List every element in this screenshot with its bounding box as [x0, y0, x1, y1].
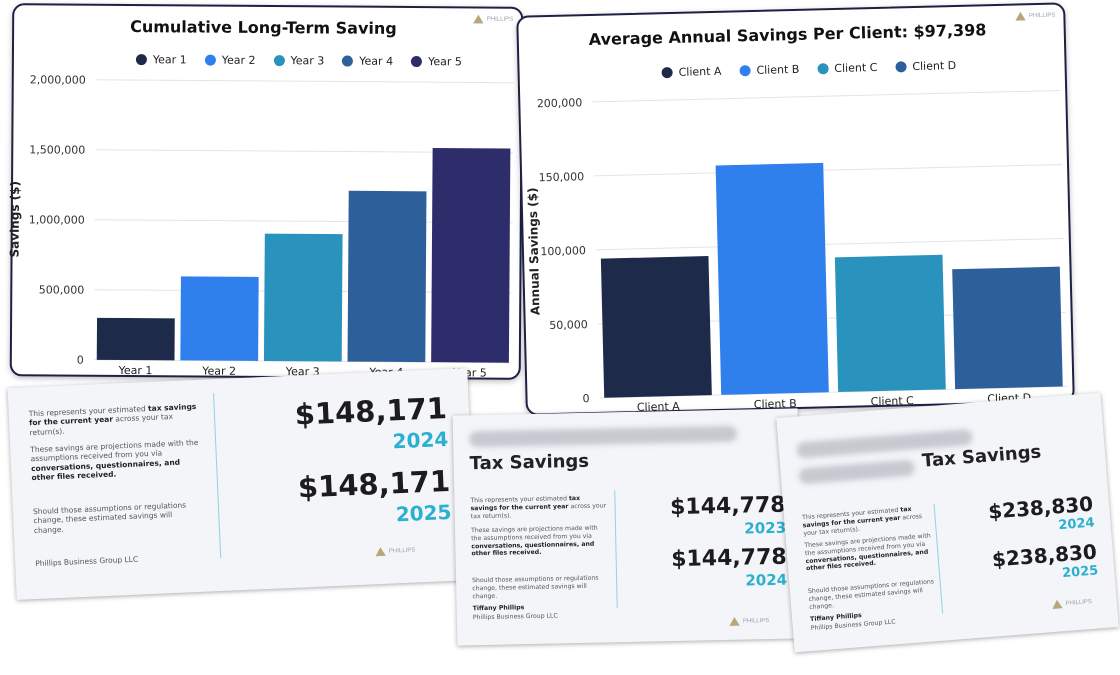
phillips-logo-icon: ⛰	[728, 613, 741, 629]
x-tick-label: Year 2	[201, 365, 236, 378]
report-intro-text: This represents your estimated tax savin…	[28, 401, 197, 437]
savings-amount-primary: $148,171	[294, 391, 448, 432]
x-tick-label: Year 1	[118, 364, 153, 377]
y-axis-label: Savings ($)	[8, 181, 23, 258]
tax-savings-report-card: Tax Savings This represents your estimat…	[452, 408, 803, 646]
report-intro-text: This represents your estimated tax savin…	[470, 494, 607, 520]
savings-year-primary: 2023	[744, 518, 787, 538]
logo-text: PHILLIPS	[1065, 598, 1093, 607]
y-tick-label: 500,000	[39, 283, 85, 296]
logo-text: PHILLIPS	[388, 547, 416, 555]
y-tick-label: 150,000	[539, 170, 585, 184]
brand-logo: ⛰ PHILLIPS	[375, 543, 416, 561]
gridline	[595, 237, 1064, 251]
y-tick-label: 0	[77, 354, 84, 367]
report-divider	[614, 490, 618, 609]
y-tick-label: 100,000	[540, 244, 586, 258]
brand-logo: ⛰ PHILLIPS	[473, 11, 513, 27]
phillips-logo-icon: ⛰	[472, 11, 484, 27]
gridline	[95, 79, 514, 84]
gridline	[594, 163, 1063, 177]
report-intro-text: This represents your estimated tax savin…	[801, 505, 923, 537]
savings-year-secondary: 2024	[745, 570, 788, 590]
bar	[952, 266, 1063, 390]
report-projection-text: These savings are projections made with …	[804, 532, 931, 573]
y-tick-label: 1,000,000	[29, 213, 85, 226]
x-tick-label: Client C	[871, 394, 915, 408]
logo-text: PHILLIPS	[486, 16, 514, 23]
savings-year-primary: 2024	[1057, 515, 1096, 534]
logo-text: PHILLIPS	[742, 618, 770, 625]
y-tick-label: 200,000	[537, 96, 583, 110]
savings-year-secondary: 2025	[395, 499, 452, 527]
savings-year-secondary: 2025	[1061, 563, 1099, 582]
phillips-logo-icon: ⛰	[1014, 8, 1027, 24]
bar	[834, 254, 946, 393]
report-projection-text: These savings are projections made with …	[30, 437, 199, 483]
cumulative-saving-chart-card: Cumulative Long-Term Saving ⛰ PHILLIPS Y…	[8, 3, 524, 380]
redacted-client-name	[798, 459, 916, 485]
bar	[715, 162, 829, 395]
y-axis-label: Annual Savings ($)	[525, 187, 542, 315]
report-heading: Tax Savings	[469, 450, 590, 475]
phillips-logo-icon: ⛰	[374, 543, 387, 560]
report-disclaimer-text: Should those assumptions or regulations …	[32, 500, 187, 535]
y-tick-label: 2,000,000	[30, 73, 86, 86]
phillips-logo-icon: ⛰	[1051, 596, 1064, 613]
brand-logo: ⛰ PHILLIPS	[1051, 594, 1092, 613]
bar	[431, 147, 511, 363]
report-projection-text: These savings are projections made with …	[470, 524, 598, 558]
brand-logo: ⛰ PHILLIPS	[1015, 8, 1056, 25]
savings-year-primary: 2024	[392, 426, 449, 454]
bar	[180, 276, 259, 361]
report-divider	[213, 393, 222, 559]
tax-savings-report-card: Tax Savings This represents your estimat…	[776, 392, 1119, 653]
y-tick-label: 0	[582, 392, 589, 405]
bar	[96, 317, 175, 361]
gridline	[592, 89, 1061, 103]
redacted-client-name	[468, 425, 738, 448]
bar	[600, 256, 712, 398]
y-tick-label: 1,500,000	[29, 143, 85, 156]
report-disclaimer-text: Should those assumptions or regulations …	[807, 578, 935, 611]
cumulative-saving-bar-chart: 0 500,000 1,000,000 1,500,000 2,000,000 Savin…	[8, 73, 514, 380]
savings-amount-primary: $144,778	[669, 492, 786, 521]
y-tick-label: 50,000	[549, 318, 588, 332]
average-annual-savings-bar-chart: 0 50,000 100,000 150,000 200,000 Annual Savin…	[525, 89, 1068, 414]
bar	[347, 190, 427, 363]
logo-text: PHILLIPS	[1028, 12, 1056, 20]
x-tick-label: Client B	[754, 397, 797, 411]
savings-amount-secondary: $144,778	[670, 544, 787, 573]
report-company: Phillips Business Group LLC	[472, 612, 558, 622]
savings-amount-secondary: $148,171	[297, 463, 451, 505]
bar	[263, 233, 343, 362]
tax-savings-report-card: This represents your estimated tax savin…	[7, 368, 477, 600]
average-annual-savings-chart-card: Average Annual Savings Per Client: $97,3…	[516, 2, 1075, 416]
brand-logo: ⛰ PHILLIPS	[729, 613, 770, 630]
report-disclaimer-text: Should those assumptions or regulations …	[472, 574, 599, 600]
report-company: Phillips Business Group LLC	[35, 554, 139, 569]
